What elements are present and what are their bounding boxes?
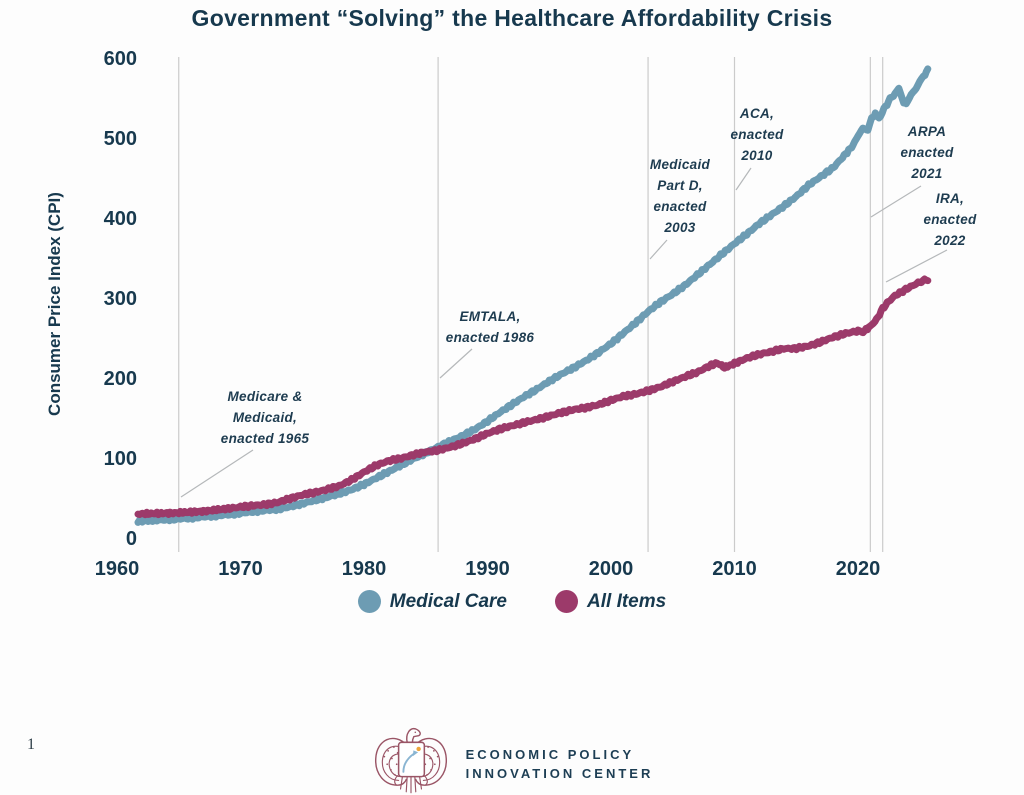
annotation-2003-line2: Part D, bbox=[657, 178, 703, 193]
annotation-1986-line1: EMTALA, bbox=[459, 309, 520, 324]
x-tick-2020: 2020 bbox=[836, 558, 881, 580]
legend-label-medical-care: Medical Care bbox=[389, 590, 508, 612]
spark-icon bbox=[416, 746, 421, 752]
annotation-leader-1986 bbox=[439, 348, 473, 379]
eagle-tail bbox=[393, 775, 428, 794]
legend-item-medical-care: Medical Care bbox=[357, 590, 508, 613]
annotation-2010-line3: 2010 bbox=[740, 148, 772, 163]
epic-eagle-logo-icon bbox=[374, 727, 447, 794]
legend-item-all-items: All Items bbox=[555, 590, 666, 613]
y-tick-100: 100 bbox=[104, 448, 137, 470]
org-name-line2: INNOVATION CENTER bbox=[465, 766, 654, 781]
x-tick-1980: 1980 bbox=[342, 558, 387, 580]
y-tick-0: 0 bbox=[126, 528, 137, 550]
org-name-line1: ECONOMIC POLICY bbox=[465, 747, 635, 762]
chart-title: Government “Solving” the Healthcare Affo… bbox=[191, 5, 833, 31]
y-tick-500: 500 bbox=[104, 128, 137, 150]
annotation-2021-line3: 2021 bbox=[910, 166, 942, 181]
x-tick-2010: 2010 bbox=[712, 558, 757, 580]
growth-arrow-icon bbox=[402, 750, 418, 773]
annotation-1965-line3: enacted 1965 bbox=[221, 431, 310, 446]
annotation-leader-1965 bbox=[180, 449, 254, 498]
cpi-line-chart: Medicare & Medicaid, enacted 1965 EMTALA, en… bbox=[95, 48, 977, 580]
x-tick-1970: 1970 bbox=[218, 558, 263, 580]
all-items-line bbox=[134, 275, 932, 519]
annotation-2022-line2: enacted bbox=[923, 212, 977, 227]
x-tick-1990: 1990 bbox=[465, 558, 510, 580]
annotation-1965-line2: Medicaid, bbox=[233, 410, 297, 425]
annotation-2003-line4: 2003 bbox=[663, 220, 695, 235]
medical-care-line bbox=[134, 65, 932, 526]
annotation-leader-2022 bbox=[885, 249, 948, 283]
legend-label-all-items: All Items bbox=[587, 590, 667, 612]
y-tick-300: 300 bbox=[104, 288, 137, 310]
annotation-1965-line1: Medicare & bbox=[227, 389, 302, 404]
y-tick-400: 400 bbox=[104, 208, 137, 230]
annotation-leader-2003 bbox=[649, 239, 668, 260]
annotation-2003-line3: enacted bbox=[653, 199, 707, 214]
org-wordmark: ECONOMIC POLICY INNOVATION CENTER bbox=[466, 745, 654, 783]
x-tick-1960: 1960 bbox=[95, 558, 140, 580]
annotation-2010-line2: enacted bbox=[730, 127, 784, 142]
annotation-2022-line3: 2022 bbox=[933, 233, 965, 248]
chart-legend: Medical Care All Items bbox=[0, 590, 1024, 613]
annotation-2022-line1: IRA, bbox=[936, 191, 964, 206]
annotation-2021-line1: ARPA bbox=[907, 124, 946, 139]
medical-care-swatch-icon bbox=[357, 590, 381, 613]
eagle-head bbox=[405, 727, 421, 744]
org-logo-block: ECONOMIC POLICY INNOVATION CENTER bbox=[0, 722, 1024, 795]
y-tick-600: 600 bbox=[104, 48, 137, 70]
all-items-swatch-icon bbox=[555, 590, 579, 613]
annotation-1986-line2: enacted 1986 bbox=[446, 330, 535, 345]
annotation-2021-line2: enacted bbox=[900, 145, 954, 160]
y-tick-200: 200 bbox=[104, 368, 137, 390]
annotation-leader-2021 bbox=[870, 185, 922, 218]
annotation-2003-line1: Medicaid bbox=[650, 157, 711, 172]
annotation-2010-line1: ACA, bbox=[739, 106, 774, 121]
annotation-leader-2010 bbox=[735, 167, 752, 191]
page-number: 1 bbox=[27, 736, 35, 753]
x-tick-2000: 2000 bbox=[589, 558, 634, 580]
